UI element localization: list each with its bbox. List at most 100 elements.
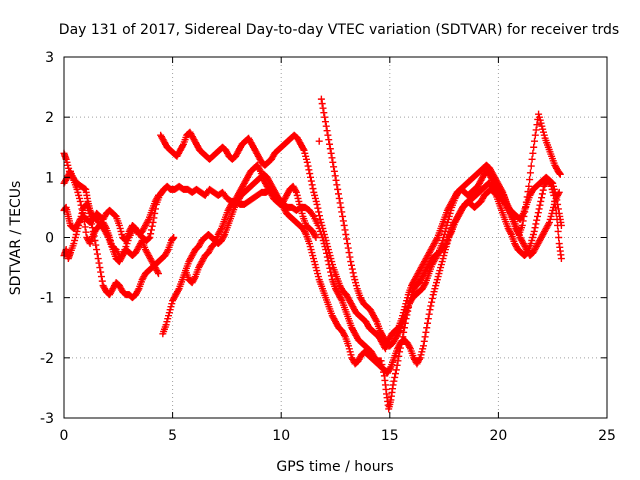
data-point — [537, 197, 545, 205]
data-point — [422, 328, 430, 336]
data-point — [95, 259, 103, 267]
data-point — [145, 234, 153, 242]
series-2 — [60, 110, 564, 353]
data-point — [545, 220, 553, 228]
data-point — [339, 217, 347, 225]
data-point — [93, 250, 101, 258]
data-point — [392, 370, 400, 378]
data-point — [146, 234, 154, 241]
data-point — [93, 246, 101, 254]
data-point — [346, 253, 354, 261]
data-point — [434, 250, 442, 258]
data-point — [427, 302, 435, 310]
data-point — [547, 178, 555, 186]
data-point — [420, 337, 428, 345]
data-point — [326, 264, 334, 272]
data-point — [428, 294, 436, 302]
data-point — [179, 142, 187, 150]
data-point — [348, 265, 356, 273]
data-point — [315, 212, 323, 220]
data-point — [415, 355, 423, 363]
data-point — [314, 204, 322, 212]
data-point — [372, 316, 380, 324]
data-point — [538, 194, 546, 202]
data-point — [307, 173, 315, 181]
data-point — [328, 154, 336, 162]
data-point — [306, 170, 314, 178]
data-point — [527, 162, 535, 170]
data-point — [91, 237, 99, 245]
data-point — [327, 149, 335, 157]
data-point — [338, 208, 346, 216]
data-point — [339, 212, 347, 220]
x-tick-label: 15 — [381, 428, 399, 444]
y-tick-label: 2 — [45, 110, 54, 126]
data-point — [421, 333, 429, 341]
data-point — [555, 234, 563, 241]
data-point — [343, 235, 351, 243]
data-point — [94, 255, 102, 263]
data-point — [507, 229, 515, 237]
data-point — [554, 205, 562, 213]
data-point — [526, 169, 534, 177]
data-point — [532, 126, 540, 134]
data-point — [331, 172, 339, 180]
data-point — [533, 212, 541, 220]
x-tick-label: 25 — [598, 428, 616, 444]
data-point — [110, 211, 118, 219]
data-point — [530, 227, 538, 235]
data-point — [534, 209, 542, 217]
data-point — [256, 166, 264, 174]
data-point — [326, 145, 334, 153]
data-point — [81, 223, 89, 231]
data-point — [424, 315, 432, 323]
data-point — [313, 200, 321, 208]
data-point — [154, 193, 162, 201]
data-point — [531, 224, 539, 232]
data-point — [82, 228, 90, 236]
data-point — [556, 170, 564, 178]
data-point — [319, 104, 327, 112]
data-points — [60, 95, 565, 413]
data-point — [209, 241, 217, 249]
data-point — [391, 373, 399, 381]
x-tick-label: 0 — [60, 428, 69, 444]
data-point — [498, 190, 506, 198]
data-point — [400, 324, 408, 332]
data-point — [318, 100, 326, 108]
data-point — [320, 109, 328, 117]
axis-ticks: 0 5 10 15 20 25 -3 -2 -1 0 1 2 3 — [40, 50, 616, 444]
y-tick-label: 1 — [45, 170, 54, 186]
data-point — [538, 190, 546, 198]
data-point — [96, 264, 104, 272]
data-point — [529, 149, 537, 157]
data-point — [304, 162, 312, 170]
data-point — [548, 179, 556, 187]
data-point — [154, 268, 162, 276]
y-tick-label: -3 — [40, 411, 54, 427]
data-point — [87, 216, 95, 224]
x-tick-label: 20 — [489, 428, 507, 444]
data-point — [553, 196, 561, 204]
data-point — [421, 280, 429, 288]
data-point — [536, 201, 544, 209]
data-point — [154, 270, 162, 278]
data-point — [419, 342, 427, 350]
data-point — [426, 306, 434, 314]
data-point — [554, 227, 562, 235]
data-point — [345, 249, 353, 257]
x-tick-label: 10 — [272, 428, 290, 444]
data-point — [80, 218, 88, 226]
data-point — [539, 186, 547, 194]
data-point — [220, 232, 228, 240]
data-point — [337, 203, 345, 211]
data-point — [292, 187, 300, 195]
data-point — [394, 357, 402, 365]
data-point — [344, 244, 352, 252]
data-point — [322, 122, 330, 130]
data-point — [147, 226, 155, 234]
data-point — [102, 223, 110, 231]
data-point — [533, 121, 541, 129]
data-point — [317, 95, 325, 103]
